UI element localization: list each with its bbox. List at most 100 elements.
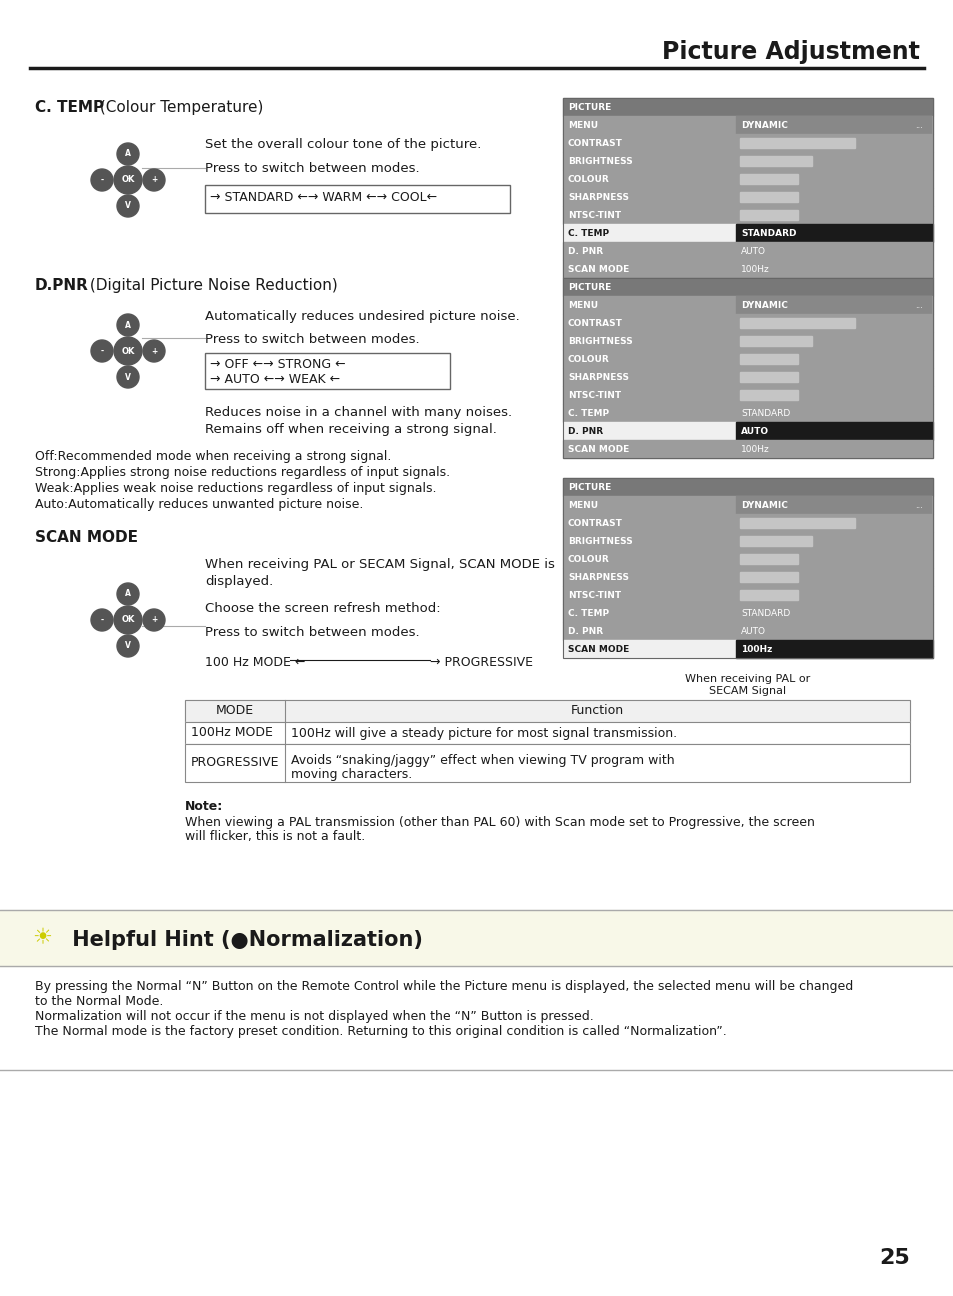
Text: DYNAMIC: DYNAMIC xyxy=(740,121,787,130)
Text: → STANDARD ←→ WARM ←→ COOL←: → STANDARD ←→ WARM ←→ COOL← xyxy=(210,191,436,203)
Circle shape xyxy=(117,314,139,336)
Text: When receiving PAL or SECAM Signal, SCAN MODE is: When receiving PAL or SECAM Signal, SCAN… xyxy=(205,559,555,572)
Text: COLOUR: COLOUR xyxy=(567,555,609,564)
Text: Press to switch between modes.: Press to switch between modes. xyxy=(205,333,419,346)
Text: PROGRESSIVE: PROGRESSIVE xyxy=(191,757,279,770)
Text: SCAN MODE: SCAN MODE xyxy=(567,644,629,653)
Bar xyxy=(562,279,932,457)
Bar xyxy=(562,386,932,404)
Text: will flicker, this is not a fault.: will flicker, this is not a fault. xyxy=(185,829,365,842)
Text: MENU: MENU xyxy=(567,500,598,509)
Text: V: V xyxy=(125,372,131,381)
Text: A: A xyxy=(125,149,131,158)
Text: DYNAMIC: DYNAMIC xyxy=(740,301,787,310)
Bar xyxy=(740,372,797,382)
Circle shape xyxy=(117,635,139,657)
Bar xyxy=(562,640,735,658)
Text: AUTO: AUTO xyxy=(740,246,765,255)
Text: MODE: MODE xyxy=(215,705,253,718)
Bar xyxy=(740,192,797,202)
Text: ...: ... xyxy=(914,121,922,130)
Bar xyxy=(562,314,932,332)
Circle shape xyxy=(117,194,139,216)
Bar xyxy=(562,224,735,242)
Circle shape xyxy=(117,365,139,388)
Circle shape xyxy=(143,340,165,362)
Bar xyxy=(185,700,909,722)
Bar xyxy=(562,496,932,515)
Text: 100Hz: 100Hz xyxy=(740,264,769,273)
Bar xyxy=(562,622,932,640)
Text: 100Hz MODE: 100Hz MODE xyxy=(191,727,273,740)
Bar xyxy=(562,133,932,152)
Bar xyxy=(735,496,930,515)
Bar xyxy=(562,332,932,350)
Text: Strong:Applies strong noise reductions regardless of input signals.: Strong:Applies strong noise reductions r… xyxy=(35,467,450,480)
Bar xyxy=(185,722,909,744)
Circle shape xyxy=(91,609,112,631)
Text: SHARPNESS: SHARPNESS xyxy=(567,372,628,381)
Text: AUTO: AUTO xyxy=(740,626,765,635)
Text: +: + xyxy=(151,175,157,184)
Text: CONTRAST: CONTRAST xyxy=(567,139,622,148)
Text: 100Hz: 100Hz xyxy=(740,644,771,653)
Bar xyxy=(562,531,932,550)
Text: → PROGRESSIVE: → PROGRESSIVE xyxy=(430,656,533,669)
Text: -: - xyxy=(100,175,104,184)
Circle shape xyxy=(143,609,165,631)
Text: displayed.: displayed. xyxy=(205,575,273,588)
Text: CONTRAST: CONTRAST xyxy=(567,518,622,527)
Text: Function: Function xyxy=(570,705,623,718)
Text: Automatically reduces undesired picture noise.: Automatically reduces undesired picture … xyxy=(205,310,519,323)
Bar xyxy=(562,368,932,386)
Bar xyxy=(735,117,930,133)
Text: NTSC-TINT: NTSC-TINT xyxy=(567,390,620,399)
Text: D. PNR: D. PNR xyxy=(567,246,602,255)
Bar xyxy=(735,224,932,242)
Text: COLOUR: COLOUR xyxy=(567,175,609,184)
Text: PICTURE: PICTURE xyxy=(567,482,611,491)
Text: -: - xyxy=(100,346,104,355)
Bar xyxy=(562,478,932,496)
Circle shape xyxy=(143,168,165,191)
Text: OK: OK xyxy=(121,175,134,184)
Bar xyxy=(735,422,932,441)
Text: Auto:Automatically reduces unwanted picture noise.: Auto:Automatically reduces unwanted pict… xyxy=(35,498,363,511)
Bar xyxy=(562,404,932,422)
Text: -: - xyxy=(100,616,104,625)
Text: D. PNR: D. PNR xyxy=(567,626,602,635)
Bar xyxy=(562,422,735,441)
Text: 25: 25 xyxy=(879,1248,909,1267)
Circle shape xyxy=(117,143,139,165)
Text: Off:Recommended mode when receiving a strong signal.: Off:Recommended mode when receiving a st… xyxy=(35,450,391,463)
Bar xyxy=(205,185,510,213)
Text: Weak:Applies weak noise reductions regardless of input signals.: Weak:Applies weak noise reductions regar… xyxy=(35,482,436,495)
Text: PICTURE: PICTURE xyxy=(567,102,611,111)
Circle shape xyxy=(117,583,139,605)
Text: A: A xyxy=(125,590,131,599)
Text: A: A xyxy=(125,320,131,329)
Bar xyxy=(740,572,797,582)
Text: When viewing a PAL transmission (other than PAL 60) with Scan mode set to Progre: When viewing a PAL transmission (other t… xyxy=(185,816,814,829)
Text: Press to switch between modes.: Press to switch between modes. xyxy=(205,626,419,639)
Bar xyxy=(205,353,450,389)
Text: OK: OK xyxy=(121,616,134,625)
Bar xyxy=(562,242,932,260)
Bar xyxy=(740,553,797,564)
Bar xyxy=(562,206,932,224)
Bar xyxy=(740,156,811,166)
Text: D.PNR: D.PNR xyxy=(35,279,89,293)
Text: STANDARD: STANDARD xyxy=(740,408,789,417)
Bar xyxy=(562,568,932,586)
Bar xyxy=(185,744,909,781)
Bar xyxy=(562,441,932,457)
Text: SHARPNESS: SHARPNESS xyxy=(567,573,628,582)
Text: (Colour Temperature): (Colour Temperature) xyxy=(95,100,263,115)
Text: C. TEMP: C. TEMP xyxy=(567,609,608,617)
Bar xyxy=(740,210,797,220)
Circle shape xyxy=(113,607,142,634)
Bar xyxy=(562,550,932,568)
Bar xyxy=(185,744,909,781)
Text: STANDARD: STANDARD xyxy=(740,609,789,617)
Text: NTSC-TINT: NTSC-TINT xyxy=(567,591,620,600)
